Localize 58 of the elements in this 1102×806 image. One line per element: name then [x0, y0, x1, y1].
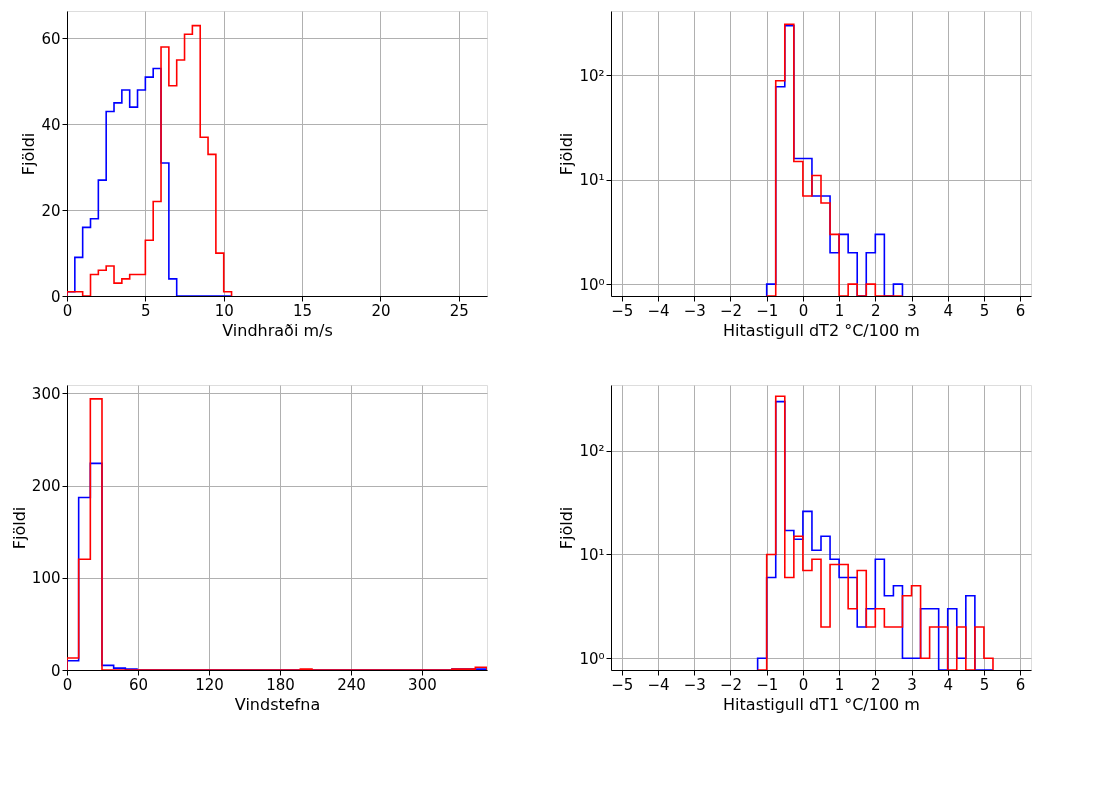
x-tick-label: 5 — [979, 675, 990, 694]
y-tick-label: 300 — [31, 384, 61, 403]
x-tick-label: 1 — [834, 301, 845, 320]
x-tick-label: 120 — [195, 675, 224, 694]
x-tick-label: −1 — [756, 301, 779, 320]
x-tick-label: 0 — [798, 301, 809, 320]
y-axis-title: Fjöldi — [557, 506, 577, 550]
y-tick-label: 100 — [31, 569, 61, 588]
x-tick-label: 60 — [128, 675, 149, 694]
x-tick-label: −4 — [647, 301, 670, 320]
y-tick-label: 60 — [41, 29, 61, 48]
x-axis-title: Vindhraði m/s — [222, 320, 333, 340]
x-tick-label: −3 — [683, 675, 706, 694]
x-tick-label: −3 — [683, 301, 706, 320]
y-tick-label: 10⁰ — [579, 275, 605, 294]
y-tick-label: 20 — [41, 201, 61, 220]
x-tick-label: 240 — [337, 675, 366, 694]
x-tick-label: 6 — [1015, 301, 1026, 320]
x-tick-label: −2 — [719, 675, 743, 694]
x-tick-label: 15 — [293, 301, 313, 320]
y-tick-label: 10¹ — [579, 171, 605, 190]
x-axis-title: Vindstefna — [234, 694, 321, 714]
x-axis-title: Hitastigull dT1 °C/100 m — [723, 694, 920, 714]
x-tick-label: 3 — [907, 301, 917, 320]
x-axis-title: Hitastigull dT2 °C/100 m — [723, 320, 920, 340]
x-tick-label: 6 — [1015, 675, 1026, 694]
x-tick-label: 0 — [62, 675, 73, 694]
x-tick-label: 4 — [943, 301, 953, 320]
x-tick-label: 2 — [871, 675, 881, 694]
y-tick-label: 10¹ — [579, 545, 605, 564]
x-tick-label: −4 — [647, 675, 670, 694]
x-tick-label: 0 — [798, 675, 809, 694]
y-tick-label: 10⁰ — [579, 649, 605, 668]
x-tick-label: 5 — [979, 301, 990, 320]
y-tick-label: 200 — [31, 477, 61, 496]
y-tick-label: 0 — [50, 287, 61, 306]
x-tick-label: −2 — [719, 301, 743, 320]
y-tick-label: 10² — [579, 442, 605, 461]
x-tick-label: −1 — [756, 675, 779, 694]
y-axis-title: Fjöldi — [9, 506, 29, 550]
x-tick-label: 2 — [871, 301, 881, 320]
x-tick-label: 10 — [214, 301, 234, 320]
x-tick-label: −5 — [611, 675, 634, 694]
x-tick-label: 5 — [141, 301, 151, 320]
x-tick-label: 0 — [62, 301, 73, 320]
y-axis-title: Fjöldi — [557, 132, 577, 176]
y-tick-label: 0 — [50, 661, 61, 680]
x-tick-label: 25 — [449, 301, 469, 320]
x-tick-label: 3 — [907, 675, 917, 694]
y-axis-title: Fjöldi — [19, 132, 39, 176]
x-tick-label: 300 — [408, 675, 437, 694]
x-tick-label: 4 — [943, 675, 953, 694]
x-tick-label: 180 — [266, 675, 295, 694]
x-tick-label: 20 — [371, 301, 391, 320]
x-tick-label: −5 — [611, 301, 634, 320]
y-tick-label: 10² — [579, 66, 605, 85]
y-tick-label: 40 — [41, 115, 61, 134]
x-tick-label: 1 — [834, 675, 845, 694]
